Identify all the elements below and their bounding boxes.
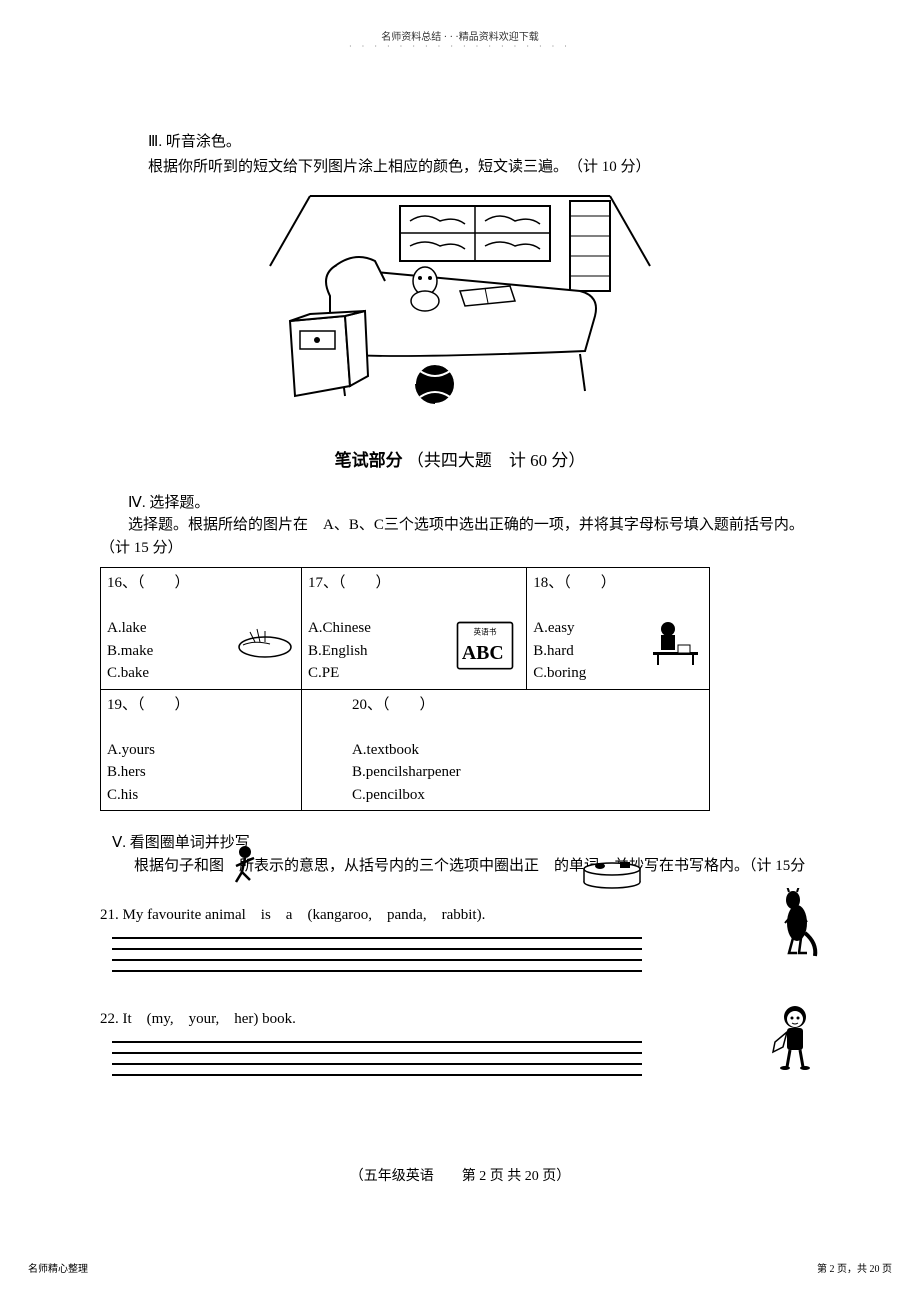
section3-desc: 根据你所听到的短文给下列图片涂上相应的颜色，短文读三遍。 （计 10 分） bbox=[100, 155, 820, 176]
pencil-sharpener-icon bbox=[580, 854, 645, 889]
lake-icon bbox=[235, 617, 295, 667]
written-part-title: 笔试部分 （共四大题 计 60 分） bbox=[100, 446, 820, 471]
bottom-left-text: 名师精心整理 bbox=[28, 1260, 88, 1275]
section3-title: Ⅲ. 听音涂色。 bbox=[100, 130, 820, 151]
section4-desc: 选择题。根据所给的图片在 A、B、C三个选项中选出正确的一项，并将其字母标号填入… bbox=[100, 514, 820, 559]
student-desk-icon bbox=[643, 617, 703, 667]
boy-reading-icon bbox=[765, 1002, 825, 1072]
written-title-rest: （共四大题 计 60 分） bbox=[407, 451, 586, 470]
page-footer: （五年级英语 第 2 页 共 20 页） bbox=[0, 1165, 920, 1185]
q16-num: 16、（ ） bbox=[107, 572, 295, 595]
q19-a: A.yours bbox=[107, 739, 295, 762]
section5-title: Ⅴ. 看图圈单词并抄写 bbox=[100, 831, 820, 852]
writing-lines-22 bbox=[112, 1032, 642, 1076]
cell-17: 17、（ ） 英语书 ABC A.Chinese B.English C.PE bbox=[301, 568, 526, 690]
svg-text:英语书: 英语书 bbox=[474, 627, 497, 637]
q22-text: 22. It (my, your, her) book. bbox=[100, 1007, 820, 1028]
cell-20: 20、（ ） A.textbook B.pencilsharpener C.pe… bbox=[301, 689, 709, 811]
cell-19: 19、（ ） A.yours B.hers C.his bbox=[101, 689, 302, 811]
cell-16: 16、（ ） A.lake B.make C.bake bbox=[101, 568, 302, 690]
written-title-bold: 笔试部分 bbox=[335, 451, 403, 470]
q20-b: B.pencilsharpener bbox=[352, 761, 703, 784]
q21-text: 21. My favourite animal is a (kangaroo, … bbox=[100, 903, 820, 924]
svg-text:ABC: ABC bbox=[462, 642, 504, 664]
content-area: Ⅲ. 听音涂色。 根据你所听到的短文给下列图片涂上相应的颜色，短文读三遍。 （计… bbox=[100, 130, 820, 1076]
english-book-icon: 英语书 ABC bbox=[450, 617, 520, 672]
writing-lines-21 bbox=[112, 928, 642, 972]
bottom-right-text: 第 2 页，共 20 页 bbox=[817, 1260, 892, 1275]
header-dots: · · · · · · · · · · · · · · · · · · bbox=[0, 42, 920, 51]
question-table: 16、（ ） A.lake B.make C.bake 17、（ ） 英语书 A… bbox=[100, 567, 710, 811]
q17-num: 17、（ ） bbox=[308, 572, 520, 595]
bedroom-illustration bbox=[260, 186, 660, 416]
q20-num: 20、（ ） bbox=[352, 694, 703, 717]
q19-b: B.hers bbox=[107, 761, 295, 784]
q20-a: A.textbook bbox=[352, 739, 703, 762]
q18-num: 18、（ ） bbox=[533, 572, 703, 595]
running-child-icon bbox=[230, 844, 260, 884]
q22-block: 22. It (my, your, her) book. bbox=[100, 1007, 820, 1076]
section4-title: Ⅳ. 选择题。 bbox=[100, 491, 820, 512]
q20-c: C.pencilbox bbox=[352, 784, 703, 807]
q21-block: 21. My favourite animal is a (kangaroo, … bbox=[100, 903, 820, 972]
cell-18: 18、（ ） A.easy B.hard C.boring bbox=[527, 568, 710, 690]
kangaroo-icon bbox=[775, 888, 820, 958]
q19-num: 19、（ ） bbox=[107, 694, 295, 717]
header-text: 名师资料总结 · · ·精品资料欢迎下载 bbox=[0, 28, 920, 43]
q19-c: C.his bbox=[107, 784, 295, 807]
section5-desc: 根据句子和图 所表示的意思，从括号内的三个选项中圈出正 的单词，并抄写在书写格内… bbox=[100, 854, 820, 878]
